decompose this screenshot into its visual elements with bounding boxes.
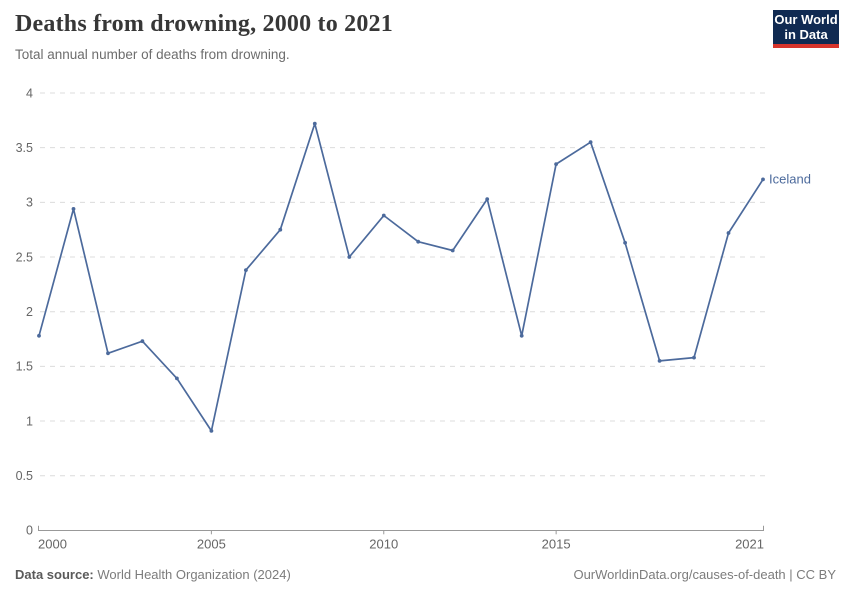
- data-point[interactable]: [244, 268, 248, 272]
- chart-title: Deaths from drowning, 2000 to 2021: [15, 11, 393, 37]
- x-tick-label: 2005: [197, 537, 226, 552]
- x-tick-label: 2010: [369, 537, 398, 552]
- data-point[interactable]: [175, 376, 179, 381]
- y-tick-label: 0: [26, 524, 33, 538]
- data-point[interactable]: [726, 231, 731, 235]
- data-point[interactable]: [416, 239, 421, 244]
- chart-header: Deaths from drowning, 2000 to 2021 Total…: [15, 11, 393, 62]
- data-point[interactable]: [692, 355, 696, 360]
- footer-link[interactable]: OurWorldinData.org/causes-of-death | CC …: [573, 567, 836, 582]
- data-point[interactable]: [278, 227, 283, 232]
- data-point[interactable]: [623, 240, 627, 245]
- chart-subtitle: Total annual number of deaths from drown…: [15, 47, 290, 62]
- data-source-label: Data source:: [15, 567, 94, 582]
- y-tick-label: 2: [26, 305, 33, 319]
- data-point[interactable]: [37, 333, 41, 338]
- data-point[interactable]: [381, 213, 386, 218]
- data-point[interactable]: [519, 333, 524, 338]
- data-point[interactable]: [106, 351, 110, 356]
- y-tick-label: 0.5: [16, 469, 33, 483]
- y-tick-label: 1: [26, 414, 33, 428]
- data-point[interactable]: [657, 359, 662, 363]
- data-source: Data source: World Health Organization (…: [15, 567, 291, 582]
- y-tick-label: 3: [26, 196, 33, 210]
- y-tick-label: 1.5: [16, 360, 33, 374]
- data-point[interactable]: [140, 339, 145, 344]
- data-line[interactable]: [38, 122, 764, 432]
- data-point[interactable]: [554, 162, 558, 167]
- data-point[interactable]: [588, 140, 593, 145]
- chart-footer: Data source: World Health Organization (…: [15, 567, 836, 582]
- x-tick-label: 2021: [735, 537, 764, 552]
- data-point[interactable]: [347, 255, 352, 259]
- x-tick-label: 2015: [542, 537, 571, 552]
- data-source-value: World Health Organization (2024): [93, 567, 291, 582]
- data-point[interactable]: [209, 429, 214, 433]
- y-tick-label: 2.5: [16, 250, 33, 264]
- data-point[interactable]: [450, 248, 455, 253]
- y-tick-label: 4: [26, 86, 33, 100]
- data-point[interactable]: [312, 121, 317, 126]
- data-point[interactable]: [761, 177, 765, 182]
- x-tick-label: 2000: [38, 537, 67, 552]
- logo-line2: in Data: [784, 27, 828, 42]
- owid-logo[interactable]: Our World in Data: [773, 10, 839, 48]
- data-point[interactable]: [71, 207, 76, 211]
- series-label[interactable]: Iceland: [769, 172, 811, 187]
- y-tick-label: 3.5: [16, 141, 33, 155]
- logo-line1: Our World: [774, 12, 838, 27]
- data-point[interactable]: [485, 197, 490, 202]
